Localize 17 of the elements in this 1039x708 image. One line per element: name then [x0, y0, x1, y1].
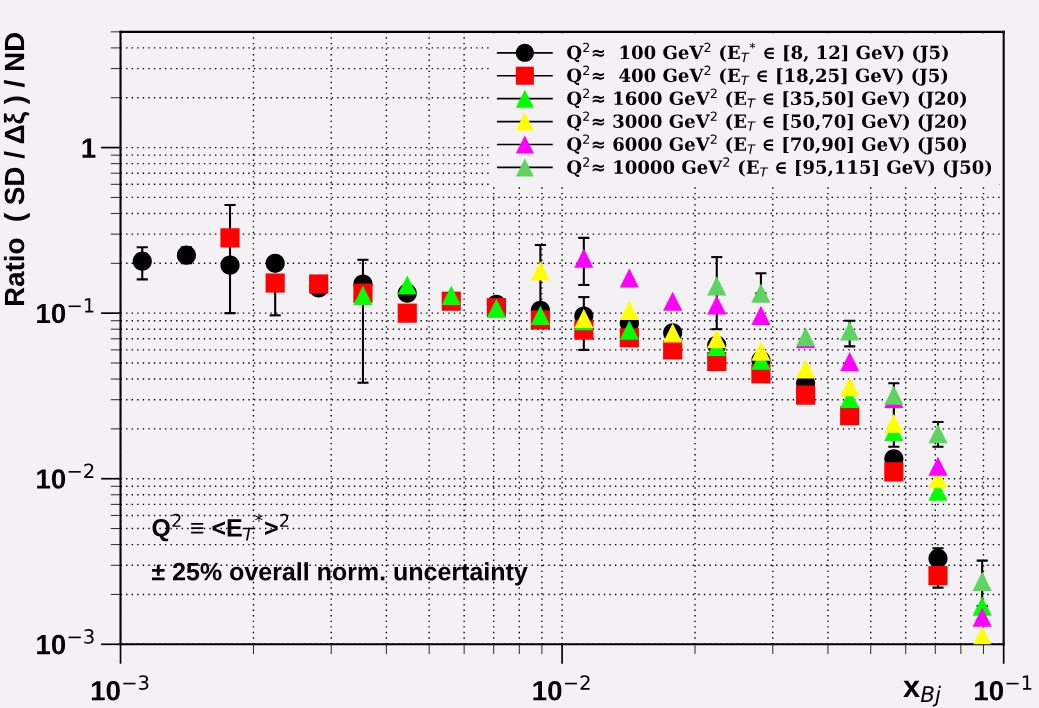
x-tick-label: 10$^{−3}$ [91, 675, 149, 701]
legend-label: Q$^{2}$≈ 100 GeV$^{2}$ (E$_{T}$$^{*}$ ∈ [8, 12] GeV) (J5) [567, 42, 948, 63]
legend-label: Q$^{2}$≈ 1600 GeV$^{2}$ (E$_{T}$ ∈ [35,50] GeV) (J20) [567, 88, 966, 109]
x-tick-label: 10$^{−2}$ [533, 675, 590, 701]
annotation: Q$^{2}$ ≡ <E$_{T}$$^{*}$>$^{2}$ [152, 513, 289, 542]
y-tick-label: 1 [82, 138, 96, 158]
y-axis-title: Ratio ( SD / Δξ ) / ND [3, 33, 30, 306]
x-axis-title: x$_{Bj}$ [903, 680, 941, 707]
y-tick-label: 10$^{−2}$ [37, 463, 94, 489]
x-tick-label: 10$^{−1}$ [975, 675, 1032, 701]
legend-label: Q$^{2}$≈ 10000 GeV$^{2}$ (E$_{T}$ ∈ [95,115] GeV) (J50) [567, 157, 992, 178]
annotation: ± 25% overall norm. uncertainty [152, 562, 528, 586]
y-tick-label: 10$^{−1}$ [37, 298, 94, 324]
y-tick-label: 10$^{−3}$ [37, 629, 94, 655]
legend-label: Q$^{2}$≈ 6000 GeV$^{2}$ (E$_{T}$ ∈ [70,90] GeV) (J50) [567, 134, 966, 155]
legend-label: Q$^{2}$≈ 3000 GeV$^{2}$ (E$_{T}$ ∈ [50,70] GeV) (J20) [567, 111, 966, 132]
legend-label: Q$^{2}$≈ 400 GeV$^{2}$ (E$_{T}$ ∈ [18,25] GeV) (J5) [567, 65, 948, 86]
